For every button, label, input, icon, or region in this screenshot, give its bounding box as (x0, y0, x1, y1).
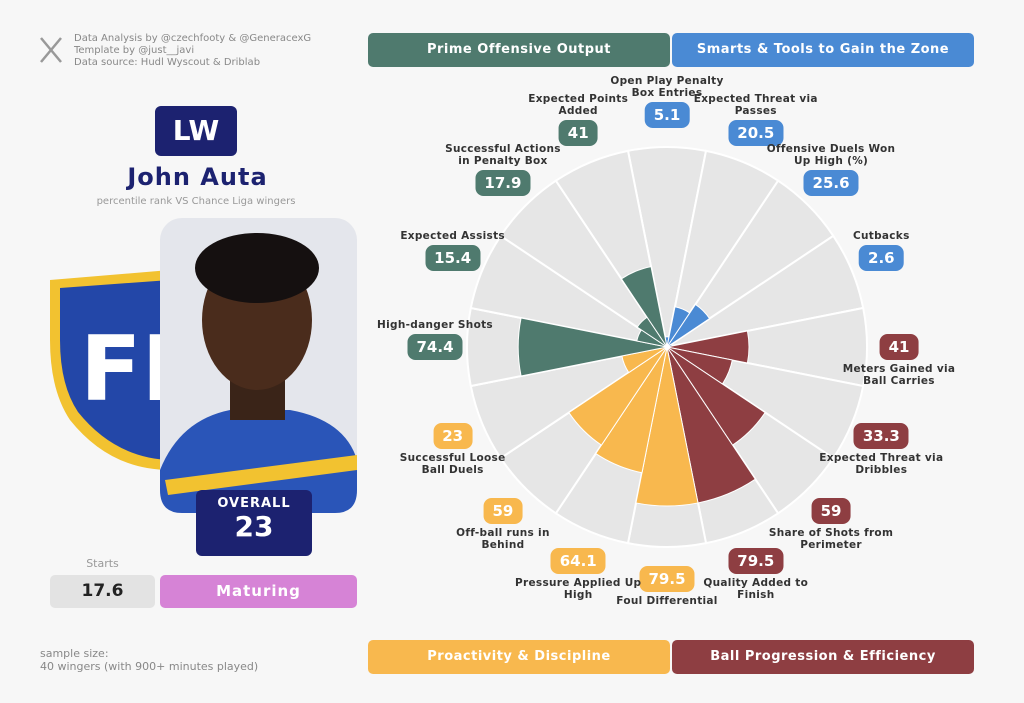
slice (666, 330, 750, 364)
credit-line: Data source: Hudl Wyscout & Driblab (74, 57, 261, 68)
player-photo (160, 218, 357, 513)
subtitle: percentile rank VS Chance Liga wingers (96, 196, 296, 207)
value-label: 79.5 (639, 566, 695, 592)
metric-label: Successful Loose Ball Duels (399, 451, 506, 476)
legend-entry: Proactivity & Discipline (368, 640, 670, 674)
value-label: 64.1 (550, 548, 606, 575)
value-label: 2.6 (859, 245, 904, 272)
slice (666, 303, 711, 348)
metric-label: Cutbacks (852, 230, 910, 243)
overall-label: OVERALL (217, 496, 291, 511)
metric-label: Expected Threat via Dribbles (819, 451, 944, 476)
credit-line: Data Analysis by @czechfooty & @Generace… (74, 33, 312, 44)
slice (635, 346, 699, 507)
sample-line: sample size: (40, 647, 109, 660)
status-badge: Maturing (160, 575, 357, 608)
value-label: 23 (433, 422, 473, 449)
value-label: 41 (558, 119, 598, 146)
metric-label: Off-ball runs in Behind (456, 527, 550, 552)
value-label: 59 (811, 498, 851, 525)
metric-label: Successful Actions in Penalty Box (445, 142, 561, 167)
metric-label: Open Play Penalty Box Entries (610, 75, 724, 99)
x-logo (40, 37, 62, 63)
credits: Data Analysis by @czechfooty & @Generace… (74, 33, 311, 69)
metric-label: Pressure Applied Up High (515, 577, 642, 602)
position-badge: LW (155, 106, 237, 156)
metric-label: Share of Shots from Perimeter (768, 527, 894, 552)
slice (620, 265, 668, 348)
player-name: John Auta (127, 163, 268, 191)
overall-box: OVERALL 23 (196, 490, 312, 556)
metric-label: High-danger Shots (377, 319, 493, 331)
metric-label: Meters Gained via Ball Carries (842, 363, 956, 387)
metric-label: Expected Assists (400, 230, 505, 243)
slice (568, 346, 668, 446)
legend-entry: Ball Progression & Efficiency (672, 640, 974, 674)
metric-label: Offensive Duels Won Up High (%) (766, 142, 896, 167)
value-label: 20.5 (728, 119, 784, 146)
value-label: 74.4 (407, 334, 463, 360)
sample-size: sample size: 40 wingers (with 900+ minut… (40, 647, 258, 673)
sample-line: 40 wingers (with 900+ minutes played) (40, 660, 259, 673)
value-label: 33.3 (853, 422, 909, 449)
credit-line: Template by @just__javi (74, 45, 195, 56)
value-label: 59 (483, 498, 523, 525)
overall-value: 23 (234, 510, 274, 543)
value-label: 41 (879, 334, 919, 360)
value-label: 15.4 (425, 245, 481, 272)
value-label: 5.1 (644, 102, 690, 128)
value-label: 17.9 (475, 169, 531, 196)
club-crest: FK (50, 270, 214, 470)
metric-label: Foul Differential (616, 595, 718, 607)
metric-label: Expected Points Added (528, 92, 629, 117)
starts-value: 17.6 (50, 575, 155, 608)
value-label: 25.6 (803, 169, 859, 196)
legend-entry: Prime Offensive Output (368, 33, 670, 67)
slice (595, 346, 668, 474)
metric-label: Quality Added to Finish (703, 577, 809, 602)
slice (517, 317, 668, 377)
metric-label: Expected Threat via Passes (693, 92, 818, 117)
value-label: 79.5 (728, 548, 784, 575)
starts-label: Starts (86, 557, 119, 570)
legend-entry: Smarts & Tools to Gain the Zone (672, 33, 974, 67)
